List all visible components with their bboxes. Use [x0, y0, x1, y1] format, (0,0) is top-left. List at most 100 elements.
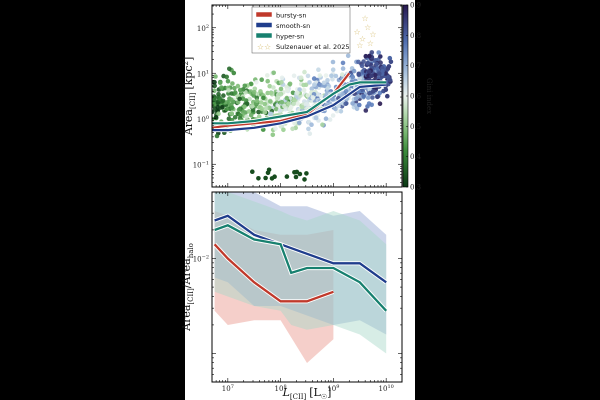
scatter-point	[248, 112, 254, 118]
scatter-point	[333, 73, 339, 79]
scatter-point	[305, 93, 311, 98]
smooth-sn-band	[214, 192, 387, 335]
scatter-point	[288, 104, 294, 110]
scatter-point	[316, 82, 322, 88]
scatter-point	[313, 115, 319, 120]
scatter-point	[214, 133, 220, 139]
scatter-point	[295, 90, 300, 96]
scatter-point	[252, 86, 258, 92]
scatter-point	[265, 170, 271, 176]
scatter-point	[356, 72, 362, 77]
legend-label: smooth-sn	[276, 22, 310, 30]
scatter-point	[215, 100, 221, 105]
scatter-point	[307, 80, 312, 85]
scatter-point	[229, 91, 235, 96]
scatter-point	[270, 132, 276, 138]
scatter-point	[319, 94, 324, 99]
scatter-point	[323, 73, 329, 78]
scatter-point	[365, 60, 371, 66]
scatter-point	[212, 109, 215, 115]
legend-label: Sulzenauer et al. 2025	[276, 43, 350, 51]
scatter-point	[263, 105, 269, 111]
scatter-point	[338, 109, 344, 114]
scatter-point	[259, 77, 265, 82]
scatter-point	[366, 69, 372, 75]
scatter-point	[236, 107, 242, 112]
scatter-point	[363, 53, 369, 59]
scatter-point	[286, 101, 291, 106]
scatter-point	[297, 120, 302, 125]
top-panel: ☆☆☆☆☆☆☆10−1100101102Area[CII][kpc2]burst…	[182, 4, 403, 188]
scatter-point	[340, 60, 346, 66]
sulzenauer-star: ☆	[362, 14, 369, 23]
scatter-point	[366, 101, 372, 106]
scatter-point	[273, 126, 278, 131]
scatter-point	[259, 106, 265, 112]
colorbar-tick-label: 0.9	[410, 2, 421, 10]
top-y-label: Area[CII][kpc2]	[182, 57, 197, 137]
scatter-point	[330, 67, 336, 72]
scatter-point	[311, 76, 317, 81]
scatter-point	[220, 105, 225, 110]
scatter-point	[262, 110, 268, 115]
scatter-point	[242, 83, 248, 89]
scatter-point	[284, 87, 290, 93]
scatter-point	[369, 50, 375, 55]
y-tick-label: 10−1	[193, 160, 209, 169]
scatter-point	[306, 126, 311, 132]
scatter-point	[376, 50, 382, 55]
scatter-point	[268, 99, 273, 104]
scatter-point	[365, 95, 371, 100]
scatter-point	[293, 174, 299, 180]
x-tick-label: 109	[327, 384, 339, 393]
scatter-point	[340, 66, 346, 71]
scatter-point	[298, 75, 304, 80]
scatter-point	[279, 99, 285, 105]
scatter-point	[303, 102, 309, 107]
bursty-sn-line	[213, 243, 334, 303]
scatter-point	[330, 113, 336, 118]
smooth-sn-line	[212, 83, 387, 132]
scatter-point	[353, 96, 359, 101]
scatter-point	[333, 106, 338, 112]
scatter-point	[237, 87, 243, 93]
legend-label: bursty-sn	[276, 12, 306, 20]
scatter-point	[258, 100, 264, 105]
scatter-point	[383, 87, 389, 92]
scatter-point	[301, 82, 307, 88]
scatter-point	[361, 59, 366, 64]
scatter-point	[265, 73, 270, 78]
scatter-point	[302, 69, 307, 75]
scatter-point	[377, 101, 383, 106]
colorbar-tick-label: 0.3	[410, 184, 421, 192]
scatter-point	[237, 96, 242, 102]
scatter-point	[269, 176, 275, 181]
scatter-point	[309, 86, 315, 91]
bursty-sn-band	[214, 211, 334, 363]
bands	[214, 192, 387, 363]
scatter-point	[229, 111, 234, 116]
scatter-point	[367, 53, 372, 59]
scatter-point	[265, 78, 271, 84]
scatter-point	[213, 74, 218, 79]
scatter-point	[274, 96, 280, 101]
scatter-point	[320, 122, 325, 127]
scatter-point	[284, 95, 290, 101]
scatter-point	[229, 97, 234, 102]
hyper-sn-band	[214, 192, 387, 354]
scatter-point	[367, 87, 372, 92]
scatter-point	[224, 106, 230, 112]
scatter-point	[267, 83, 273, 89]
scatter-point	[225, 78, 231, 84]
scatter-point	[244, 114, 249, 119]
sulzenauer-star: ☆	[359, 34, 366, 43]
scatter-point	[309, 122, 314, 127]
scatter-point	[261, 95, 266, 101]
scatter-point	[354, 106, 360, 112]
scatter-point	[380, 68, 385, 74]
scatter-point	[378, 54, 383, 59]
scatter-point	[277, 108, 283, 113]
hyper-sn-legend-swatch	[255, 32, 273, 39]
scatter-point	[290, 126, 295, 132]
